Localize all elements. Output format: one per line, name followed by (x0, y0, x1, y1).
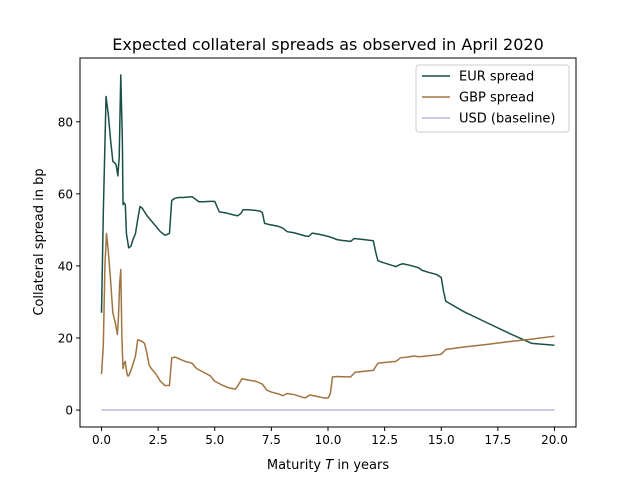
y-axis: 0 20 40 60 80 (58, 115, 80, 418)
series-line-1 (100, 232, 555, 399)
y-tick-label: 60 (58, 187, 73, 201)
x-tick-label: 12.5 (371, 433, 398, 447)
x-axis: 0.0 2.5 5.0 7.5 10.0 12.5 15.0 17.5 20.0 (92, 427, 568, 447)
x-tick-label: 0.0 (92, 433, 111, 447)
legend-label-2: USD (baseline) (459, 112, 556, 127)
x-tick-label: 2.5 (149, 433, 168, 447)
chart-title: Expected collateral spreads as observed … (112, 35, 544, 54)
legend-label-1: GBP spread (459, 91, 534, 106)
x-axis-label-variable: T (325, 458, 334, 473)
y-tick-label: 20 (58, 331, 73, 345)
y-tick-label: 80 (58, 115, 73, 129)
series-lines (100, 74, 555, 411)
x-tick-label: 20.0 (541, 433, 568, 447)
x-tick-label: 7.5 (262, 433, 281, 447)
legend: EUR spread GBP spread USD (baseline) (415, 64, 570, 133)
x-tick-label: 10.0 (315, 433, 342, 447)
x-tick-label: 17.5 (485, 433, 512, 447)
y-axis-label: Collateral spread in bp (32, 168, 47, 315)
legend-frame (415, 64, 570, 133)
y-tick-label: 0 (65, 404, 73, 418)
x-tick-label: 5.0 (205, 433, 224, 447)
x-axis-label-suffix: in years (333, 458, 389, 473)
x-axis-label: Maturity T in years (267, 458, 389, 473)
x-axis-label-prefix: Maturity (267, 458, 325, 473)
x-tick-label: 15.0 (428, 433, 455, 447)
y-tick-label: 40 (58, 259, 73, 273)
series-line-0 (100, 74, 555, 346)
legend-label-0: EUR spread (459, 70, 534, 85)
